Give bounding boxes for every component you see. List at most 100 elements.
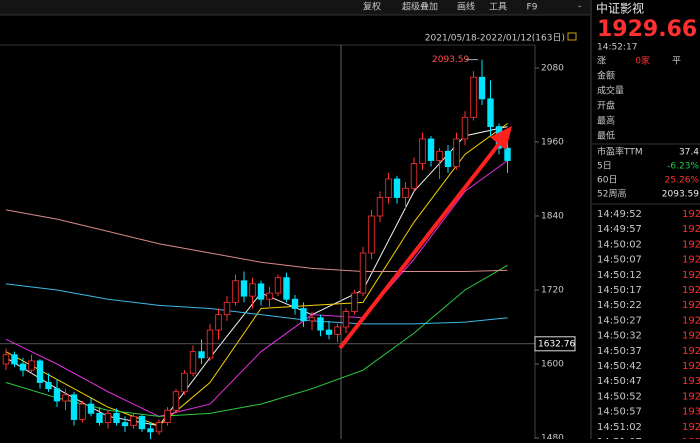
candle-body (283, 277, 290, 300)
tick-time: 14:50:27 (597, 315, 642, 326)
y-tick-label: 1960 (541, 138, 564, 148)
stat-value: 37.4 (679, 148, 699, 158)
tick-time: 14:51:02 (597, 422, 642, 433)
tick-time: 14:50:02 (597, 239, 642, 250)
row-label: 最高 (597, 115, 615, 127)
toolbar-button[interactable]: 工具 (489, 2, 507, 13)
row-label: 涨 (597, 56, 606, 67)
tick-price: 193 (682, 407, 700, 418)
candle-body (121, 422, 129, 427)
row-label: 金额 (597, 70, 615, 82)
stat-label: 5日 (597, 161, 612, 172)
candle-body (113, 412, 120, 423)
tick-price: 192 (682, 315, 700, 326)
candle-body (410, 163, 418, 189)
candle-body (308, 317, 316, 322)
candle-body (2, 354, 10, 365)
candle-body (79, 403, 86, 420)
tick-time: 14:50:22 (597, 300, 642, 311)
stat-value: 2093.59 (662, 190, 699, 200)
moving-average (5, 209, 508, 272)
candle-body (478, 76, 486, 100)
candle-body (376, 197, 384, 217)
candle-body (419, 138, 426, 164)
candle-body (147, 428, 154, 433)
tick-price: 192 (682, 346, 700, 357)
candle-body (198, 351, 205, 359)
y-tick-label: 1600 (541, 360, 564, 370)
toolbar-button[interactable]: 画线 (457, 1, 475, 13)
candle-body (130, 416, 137, 427)
candle-body (453, 138, 460, 168)
tick-time: 14:50:07 (597, 255, 642, 266)
y-tick-label: 1720 (541, 286, 564, 296)
stat-value: -6.23% (667, 162, 699, 172)
tick-time: 14:50:57 (597, 407, 642, 418)
toolbar-button[interactable]: 复权 (363, 1, 381, 13)
row-label: 成交量 (597, 85, 624, 97)
candle-body (53, 388, 61, 402)
stat-value: 25.26% (665, 176, 700, 186)
y-tick-label: 1480 (541, 434, 564, 440)
crosshair-box (534, 336, 576, 352)
candle-body (232, 280, 239, 303)
tick-price: 192 (682, 270, 700, 281)
tick-time: 14:50:17 (597, 285, 642, 296)
candle-body (487, 98, 494, 127)
candle-body (45, 382, 52, 390)
candle-body (104, 412, 112, 423)
arrow-shaft (338, 138, 504, 350)
stat-label: 60日 (597, 175, 617, 186)
panel-price: 1929.66 (597, 17, 697, 42)
crosshair-label: 1632.76 (538, 339, 575, 349)
candle-body (215, 314, 222, 331)
candle-body (257, 283, 265, 300)
toolbar (0, 0, 590, 15)
tick-time: 14:50:52 (597, 391, 642, 402)
candle-body (291, 298, 299, 309)
toolbar-button[interactable]: F9 (527, 3, 538, 13)
tick-price: 192 (682, 255, 700, 266)
candle-body (11, 354, 18, 365)
toolbar-button[interactable]: 超级叠加 (402, 1, 438, 13)
stat-label: 市盈率TTM (597, 146, 643, 158)
candle-body (444, 150, 452, 168)
candle-body (274, 277, 282, 294)
candle-body (470, 76, 477, 118)
candle-body (359, 252, 367, 294)
tick-time: 14:50:32 (597, 331, 642, 342)
candle-body (155, 422, 163, 433)
tick-time: 14:50:42 (597, 361, 642, 372)
y-tick-label: 1840 (541, 212, 564, 222)
candle-body (181, 372, 188, 393)
candle-body (351, 292, 358, 312)
candle-body (138, 416, 146, 430)
tick-price: 192 (682, 361, 700, 372)
candle-body (96, 412, 103, 423)
candle-body (28, 360, 35, 371)
candle-body (300, 308, 307, 322)
tick-price: 192 (682, 285, 700, 296)
row-label: 最低 (597, 130, 615, 142)
more[interactable]: - (578, 2, 581, 12)
candle-body (334, 326, 341, 335)
candle-body (19, 363, 27, 371)
range-label: 2021/05/18-2022/01/12(163日) (425, 33, 565, 44)
candle-body (385, 178, 392, 198)
candle-body (325, 329, 333, 335)
candle-body (249, 283, 256, 297)
tick-price: 193 (682, 376, 700, 387)
candle-body (189, 351, 197, 374)
lock-icon[interactable] (567, 32, 577, 41)
candle-body (164, 409, 171, 423)
candle-body (368, 215, 375, 254)
tick-price: 192 (682, 422, 700, 433)
candle-body (461, 116, 469, 140)
candle-body (240, 280, 248, 297)
candle-body (172, 391, 180, 411)
tick-time: 14:50:47 (597, 376, 642, 387)
candle-body (223, 301, 231, 316)
panel-name: 中证影视 (596, 1, 644, 16)
tick-price: 192 (682, 209, 700, 220)
